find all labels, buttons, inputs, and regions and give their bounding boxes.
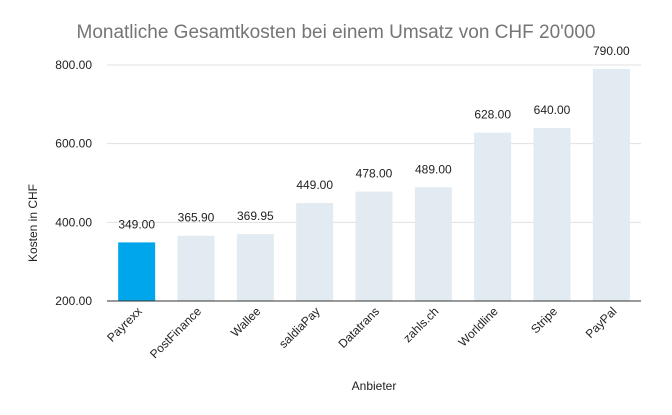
data-label: 640.00: [534, 103, 571, 117]
y-tick-label: 800.00: [55, 58, 92, 72]
data-label: 369.95: [237, 209, 274, 223]
data-label: 628.00: [474, 108, 511, 122]
y-axis-title: Kosten in CHF: [26, 184, 40, 262]
bar-datatrans: [355, 191, 393, 301]
x-tick-label: Worldline: [456, 304, 501, 349]
bar-zahls-ch: [414, 187, 452, 301]
chart-title: Monatliche Gesamtkosten bei einem Umsatz…: [77, 22, 596, 43]
x-tick-label: PayPal: [583, 304, 620, 341]
data-label: 349.00: [118, 217, 155, 231]
bar-postfinance: [177, 235, 215, 301]
x-tick-label: zahls.ch: [400, 304, 441, 345]
x-tick-label: Wallee: [228, 304, 264, 340]
y-axis-ticks: 200.00 400.00 600.00 800.00: [55, 58, 92, 308]
data-labels: 349.00 365.90 369.95 449.00 478.00 489.00 628.…: [118, 44, 630, 231]
x-tick-label: Datatrans: [335, 304, 382, 351]
y-tick-label: 400.00: [55, 215, 92, 229]
bar-saldiapay: [296, 203, 334, 301]
x-axis-title: Anbieter: [352, 379, 397, 393]
x-tick-label: PostFinance: [147, 304, 204, 361]
bar-wallee: [236, 234, 274, 301]
data-label: 365.90: [178, 211, 215, 225]
data-label: 790.00: [593, 44, 630, 58]
x-tick-label: Stripe: [528, 304, 560, 336]
x-axis-ticks: Payrexx PostFinance Wallee saldiaPay Datatra…: [104, 304, 619, 361]
bar-worldline: [474, 132, 512, 301]
y-tick-label: 200.00: [55, 294, 92, 308]
data-label: 489.00: [415, 162, 452, 176]
data-label: 478.00: [356, 167, 393, 181]
bars: [118, 68, 630, 301]
bar-paypal: [592, 68, 630, 301]
data-label: 449.00: [296, 178, 333, 192]
x-tick-label: Payrexx: [104, 304, 145, 345]
bar-stripe: [533, 127, 571, 301]
bar-payrexx: [118, 242, 156, 301]
y-tick-label: 600.00: [55, 137, 92, 151]
x-tick-label: saldiaPay: [276, 304, 323, 351]
